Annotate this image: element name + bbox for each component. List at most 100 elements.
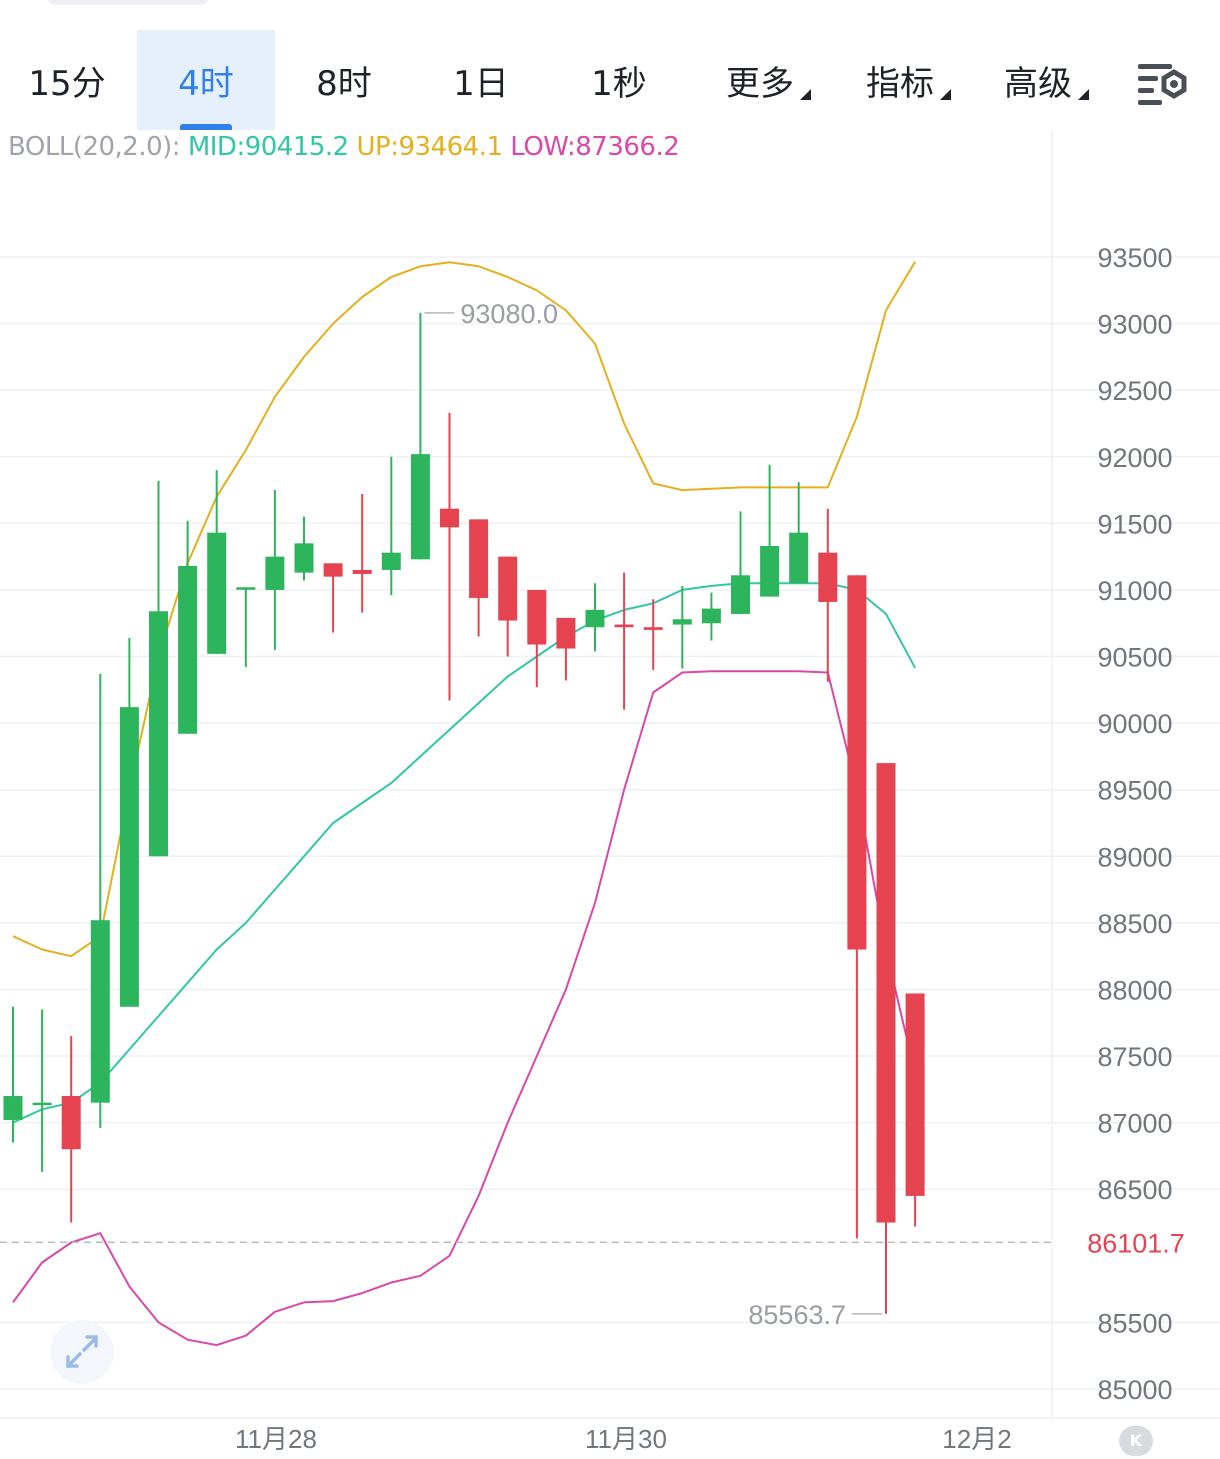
boll-legend: BOLL(20,2.0): MID:90415.2 UP:93464.1 LOW… xyxy=(8,132,680,162)
candle-body xyxy=(469,519,489,598)
candle-down xyxy=(61,1036,81,1223)
tab-label: 1秒 xyxy=(591,63,647,104)
candle-down xyxy=(876,763,896,1314)
y-tick-label: 93500 xyxy=(1097,243,1172,273)
x-tick-label: 11月28 xyxy=(235,1424,317,1454)
candle-body xyxy=(847,575,867,950)
candle-body xyxy=(760,545,780,597)
x-tick-label: 11月30 xyxy=(585,1424,667,1454)
y-tick-label: 93000 xyxy=(1097,310,1172,340)
tab-6[interactable]: 指标 xyxy=(831,30,969,130)
expand-button[interactable] xyxy=(50,1320,114,1384)
max-marker-label: 93080.0 xyxy=(460,299,558,329)
timeframe-tab-bar: 15分 4时 8时 1日 1秒 更多 指标 高级 xyxy=(0,30,1220,130)
candle-down xyxy=(614,572,634,710)
candle-body xyxy=(731,575,750,614)
candle-body xyxy=(32,1102,52,1106)
candle-up xyxy=(294,516,314,581)
boll-label: BOLL(20,2.0): xyxy=(8,132,181,162)
candle-down xyxy=(905,993,925,1227)
candle-body xyxy=(527,589,547,645)
y-tick-label: 88000 xyxy=(1097,975,1172,1005)
candle-body xyxy=(265,556,285,590)
tab-1[interactable]: 4时 xyxy=(137,30,275,130)
y-tick-label: 89500 xyxy=(1097,776,1172,806)
candle-body xyxy=(556,617,576,649)
candle-up xyxy=(32,1009,52,1172)
k-badge[interactable]: K xyxy=(1119,1426,1153,1456)
expand-arrows-icon xyxy=(66,1335,98,1368)
y-tick-label: 89000 xyxy=(1097,842,1172,872)
candle-body xyxy=(410,454,430,560)
tab-2[interactable]: 8时 xyxy=(275,30,413,130)
y-tick-label: 86500 xyxy=(1097,1175,1172,1205)
tab-0[interactable]: 15分 xyxy=(0,30,136,130)
candle-body xyxy=(119,707,139,1007)
tab-label: 更多 xyxy=(726,63,794,104)
y-tick-label: 91500 xyxy=(1097,509,1172,539)
candle-body xyxy=(149,611,168,857)
candle-down xyxy=(818,508,838,682)
y-tick-label: 85000 xyxy=(1097,1375,1172,1405)
candle-up xyxy=(410,312,430,560)
candle-body xyxy=(614,624,634,628)
candle-up xyxy=(731,511,750,614)
candle-down xyxy=(527,589,547,688)
candle-up xyxy=(789,482,809,584)
boll-low-value: LOW:87366.2 xyxy=(510,132,680,162)
tab-label: 指标 xyxy=(866,63,934,104)
candle-up xyxy=(381,456,401,596)
candle-up xyxy=(3,1006,23,1143)
candle-up xyxy=(585,583,605,652)
candle-body xyxy=(323,563,343,577)
candle-body xyxy=(90,920,110,1103)
tab-7[interactable]: 高级 xyxy=(969,30,1107,130)
tab-3[interactable]: 1日 xyxy=(412,30,550,130)
y-tick-label: 87000 xyxy=(1097,1109,1172,1139)
candle-down xyxy=(498,556,518,657)
boll-mid-value: MID:90415.2 xyxy=(187,132,349,162)
candle-body xyxy=(789,532,809,584)
dropdown-triangle-icon xyxy=(940,89,951,100)
y-tick-label: 87500 xyxy=(1097,1042,1172,1072)
candle-body xyxy=(294,543,314,573)
boll-low-line xyxy=(12,670,917,1347)
y-tick-label: 92000 xyxy=(1097,443,1172,473)
tab-5[interactable]: 更多 xyxy=(691,30,829,130)
boll-up-line xyxy=(12,261,916,958)
y-tick-label: 90500 xyxy=(1097,643,1172,673)
last-price-label: 86101.7 xyxy=(1087,1228,1185,1258)
boll-up-value: UP:93464.1 xyxy=(356,132,504,162)
candle-body xyxy=(381,552,401,570)
candle-down xyxy=(323,563,343,633)
candle-down xyxy=(352,494,372,613)
candle-up xyxy=(701,592,721,641)
tab-label: 4时 xyxy=(178,63,234,104)
y-tick-label: 90000 xyxy=(1097,709,1172,739)
y-tick-label: 92500 xyxy=(1097,376,1172,406)
candle-up xyxy=(672,585,692,669)
candle-body xyxy=(672,619,692,625)
candle-body xyxy=(178,565,198,734)
candle-up xyxy=(119,637,139,1007)
tab-label: 1日 xyxy=(453,63,509,104)
tab-label: 8时 xyxy=(316,63,372,104)
y-tick-label: 88500 xyxy=(1097,909,1172,939)
candle-up xyxy=(178,520,198,734)
candle-down xyxy=(643,599,663,670)
chart-settings-icon[interactable] xyxy=(1132,58,1192,108)
candle-body xyxy=(498,556,518,621)
boll-mid-line xyxy=(12,582,916,1124)
min-marker-label: 85563.7 xyxy=(748,1300,846,1330)
candle-up xyxy=(760,464,780,597)
candle-up xyxy=(90,673,110,1128)
y-tick-label: 85500 xyxy=(1097,1308,1172,1338)
tab-label: 高级 xyxy=(1004,63,1072,104)
y-tick-label: 91000 xyxy=(1097,576,1172,606)
candle-up xyxy=(207,470,227,654)
candle-up xyxy=(265,490,285,650)
candle-down xyxy=(556,617,576,681)
top-handle xyxy=(48,0,208,5)
tab-4[interactable]: 1秒 xyxy=(550,30,688,130)
